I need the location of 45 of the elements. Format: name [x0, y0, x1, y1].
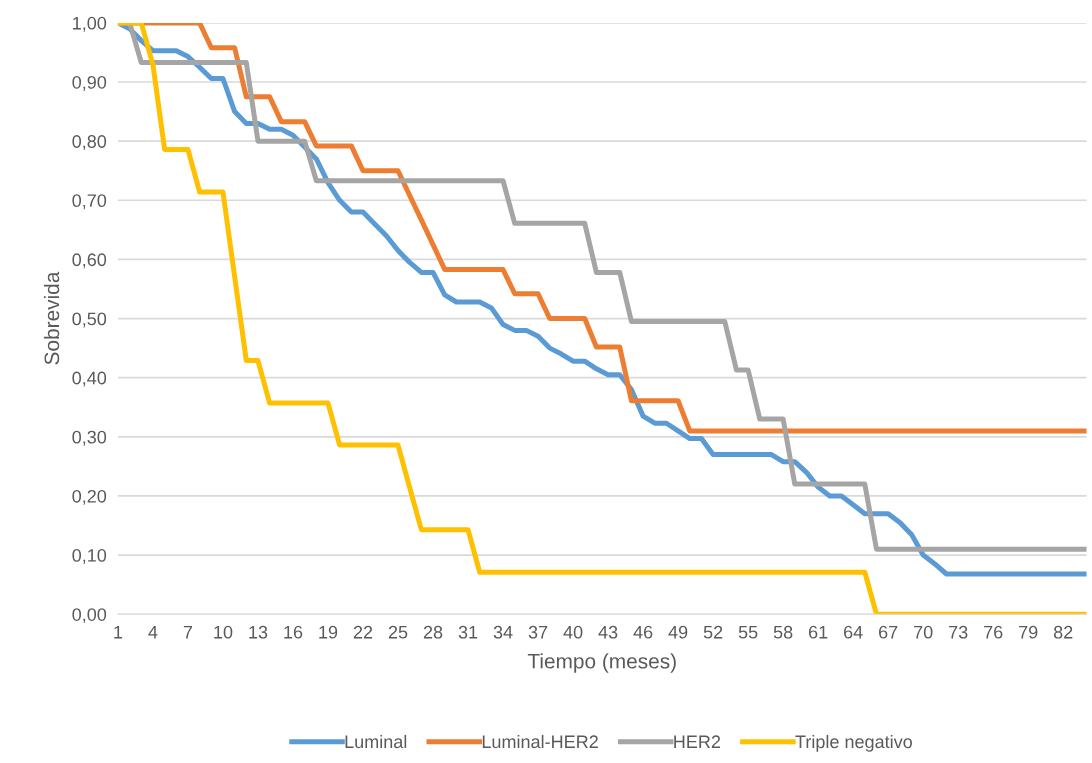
y-tick-label: 0,90	[72, 75, 107, 91]
x-tick-label: 40	[563, 625, 583, 639]
y-tick-label: 0,20	[72, 489, 107, 505]
legend-label: Luminal	[345, 734, 407, 749]
y-tick-label: 0,50	[72, 312, 107, 328]
x-tick-label: 22	[353, 625, 373, 639]
x-tick-label: 82	[1053, 625, 1073, 639]
x-tick-label: 1	[114, 625, 123, 639]
x-axis-title: Tiempo (meses)	[527, 653, 676, 673]
x-tick-label: 61	[809, 625, 828, 639]
legend-label: HER2	[674, 735, 721, 748]
x-tick-label: 55	[738, 625, 758, 639]
y-tick-label: 0,40	[72, 371, 107, 387]
x-tick-label: 46	[633, 625, 653, 639]
x-tick-label: 43	[598, 625, 618, 639]
y-tick-label: 0,60	[72, 253, 107, 269]
x-tick-label: 73	[949, 625, 968, 639]
x-tick-label: 4	[148, 625, 158, 639]
y-tick-label: 0,30	[72, 430, 107, 446]
x-tick-label: 79	[1019, 625, 1038, 639]
y-tick-label: 0,80	[72, 135, 107, 151]
x-tick-label: 70	[914, 625, 933, 639]
y-tick-label: 0,10	[72, 549, 107, 564]
legend-label: Triple negativo	[795, 734, 912, 752]
x-tick-label: 13	[249, 625, 268, 639]
x-tick-label: 16	[284, 625, 303, 639]
x-tick-label: 28	[423, 625, 443, 639]
x-tick-label: 37	[528, 625, 548, 639]
x-tick-label: 58	[773, 625, 793, 639]
x-tick-label: 67	[879, 625, 898, 639]
x-tick-label: 52	[703, 625, 723, 639]
x-tick-label: 34	[493, 625, 513, 639]
x-tick-label: 31	[458, 625, 478, 639]
x-tick-label: 19	[319, 625, 338, 639]
x-tick-label: 10	[214, 625, 233, 639]
legend-label: Luminal-HER2	[482, 734, 598, 749]
y-tick-label: 0,00	[72, 608, 107, 624]
y-axis-title: Sobrevida	[43, 271, 60, 365]
x-tick-label: 7	[183, 625, 193, 639]
y-tick-label: 1,00	[73, 16, 107, 32]
x-tick-label: 49	[668, 625, 688, 639]
x-tick-label: 76	[984, 625, 1003, 639]
y-tick-label: 0,70	[72, 194, 107, 210]
x-tick-label: 64	[844, 625, 863, 639]
x-tick-label: 25	[388, 625, 408, 639]
